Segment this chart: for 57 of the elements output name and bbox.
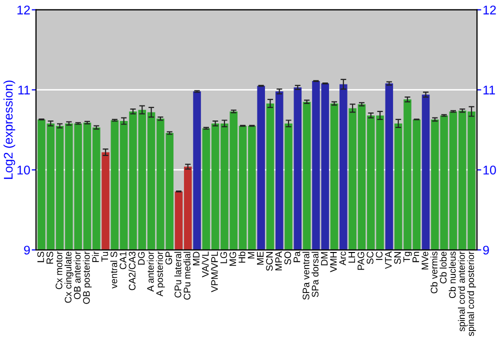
x-tick-label: IC <box>376 252 383 260</box>
x-tick-label: MD <box>192 252 200 266</box>
y2-tick-label: 9 <box>483 246 489 255</box>
x-tick-label: CA2/CA3 <box>128 252 136 290</box>
x-tick-label: DG <box>138 252 145 265</box>
x-tick-label: LH <box>348 252 356 263</box>
x-tick-label: OB posterior <box>82 251 92 304</box>
x-tick-label: Hb <box>238 252 246 263</box>
y-tick-label: 12 <box>17 6 30 14</box>
x-tick-label: VTA <box>385 251 392 269</box>
x-tick-label: VPM/VPL <box>210 252 218 292</box>
x-tick-label: CPu medial <box>183 252 190 300</box>
x-tick-label: RS <box>46 252 54 264</box>
x-tick-label: ventral S <box>110 252 118 289</box>
x-tick-label: PAG <box>358 252 364 270</box>
x-tick-label: OB anterior <box>74 251 81 300</box>
x-tick-label: MG <box>229 252 236 266</box>
y-tick-label: 10 <box>17 166 30 175</box>
x-tick-label: SCN <box>266 252 273 271</box>
x-tick-label: VA/VL <box>202 252 209 278</box>
x-tick-label: SPa dorsal <box>312 252 319 298</box>
x-tick-label: Tu <box>101 252 108 262</box>
x-tick-label: SC <box>366 252 374 264</box>
x-tick-label: SO <box>284 252 292 265</box>
x-tick-label: CA1 <box>120 252 126 270</box>
x-tick-label: Pn <box>412 252 420 262</box>
x-tick-label: Cb nucleus <box>448 252 456 298</box>
x-tick-label: spinal cord posterior <box>467 251 476 336</box>
x-tick-label: Pir <box>92 251 99 262</box>
x-tick-label: Tg <box>403 252 412 262</box>
x-tick-label: VMH <box>330 252 337 272</box>
y2-tick-label: 11 <box>484 86 495 94</box>
y-axis-title: Log2 (expression) <box>4 80 16 179</box>
x-tick-label: MVe <box>422 252 428 270</box>
y2-tick-label: 10 <box>484 166 496 175</box>
x-tick-label: CPu lateral <box>174 252 182 298</box>
x-tick-label: spinal cord anterior <box>458 251 467 332</box>
x-tick-label: ME <box>257 252 264 265</box>
x-tick-label: SPa ventral <box>302 252 310 300</box>
x-tick-label: LG <box>220 252 228 264</box>
x-tick-label: A anterior <box>146 251 154 292</box>
x-tick-label: DM <box>321 252 328 266</box>
x-tick-label: M <box>248 252 254 258</box>
x-tick-label: Cb lobe <box>440 252 447 284</box>
x-tick-label: Cb vermis <box>430 252 438 294</box>
x-tick-label: A posterior <box>156 251 165 296</box>
x-tick-label: Cx cingulate <box>64 252 74 303</box>
x-tick-label: Pa <box>294 251 300 262</box>
y-tick-label: 11 <box>18 86 30 94</box>
x-tick-label: MPA <box>275 251 282 270</box>
x-tick-label: Arc <box>339 252 346 266</box>
x-tick-label: GP <box>165 252 172 264</box>
y-tick-label: 9 <box>24 246 30 255</box>
x-tick-label: LS <box>37 252 44 262</box>
x-tick-label: Cx motor <box>56 251 62 290</box>
x-tick-label: SN <box>394 252 401 264</box>
y2-tick-label: 12 <box>484 6 496 14</box>
